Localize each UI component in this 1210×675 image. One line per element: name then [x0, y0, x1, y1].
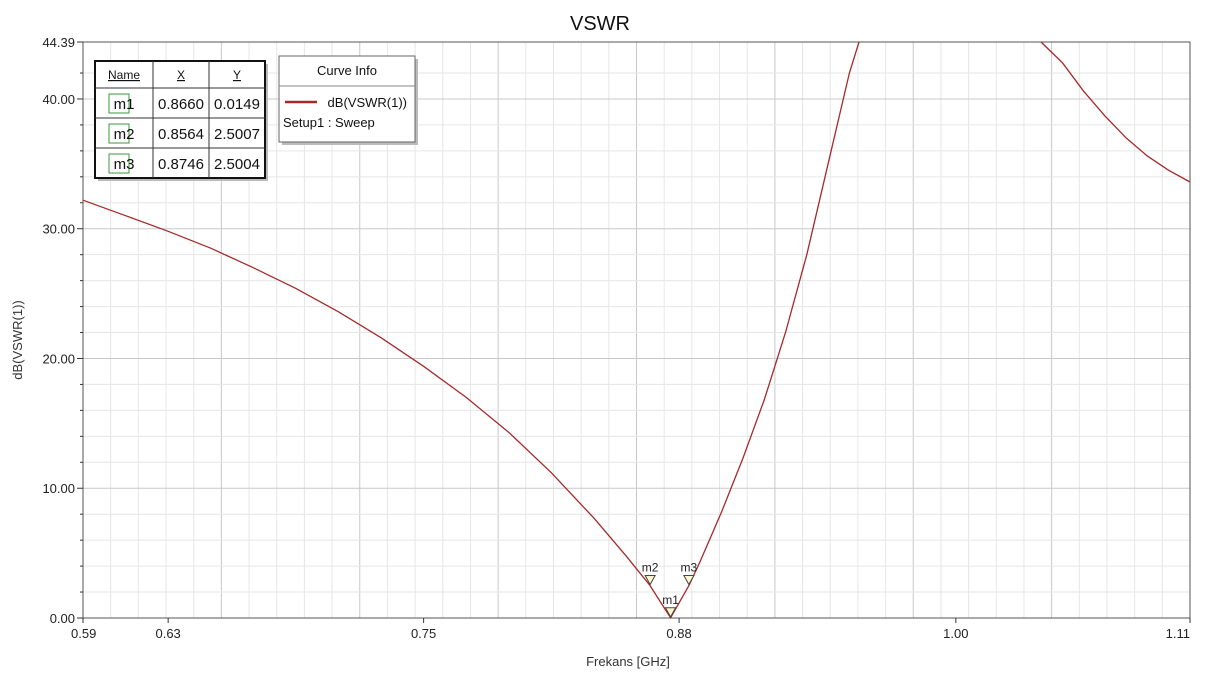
chart-title: VSWR [570, 13, 630, 35]
marker-m2[interactable] [644, 575, 656, 586]
table-cell: 0.0149 [214, 96, 260, 113]
marker-label-m1: m1 [662, 593, 679, 607]
x-axis-label: Frekans [GHz] [586, 654, 670, 669]
legend-setup: Setup1 : Sweep [283, 115, 375, 130]
table-cell: m1 [114, 96, 135, 113]
x-tick-label: 1.11 [1166, 626, 1190, 641]
x-tick-label: 0.63 [155, 626, 180, 641]
plot-area [82, 41, 1191, 619]
marker-m3[interactable] [683, 575, 695, 586]
y-tick-label: 44.39 [42, 35, 75, 50]
table-header: X [177, 68, 185, 82]
x-tick-label: 0.88 [666, 626, 691, 641]
table-header: Y [233, 68, 241, 82]
marker-table-frame [94, 60, 266, 179]
y-tick-label: 10.00 [42, 481, 75, 496]
table-cell: m2 [114, 126, 135, 143]
x-tick-label: 0.75 [411, 626, 436, 641]
marker-name-box [108, 153, 130, 174]
table-cell: 0.8746 [158, 156, 204, 173]
table-cell: 0.8660 [158, 96, 204, 113]
y-tick-label: 40.00 [42, 92, 75, 107]
table-cell: 2.5004 [214, 156, 260, 173]
axis-ticks: 0.00 10.00 20.00 30.00 40.00 44.39 0.59 0.63 0.7… [42, 35, 1191, 641]
markers-group: m1 m2 m3 [642, 561, 698, 618]
legend-entry: dB(VSWR(1)) [328, 95, 407, 110]
table-cell: 0.8564 [158, 126, 204, 143]
series-line-vswr [82, 41, 860, 620]
curve-info-frame [278, 55, 416, 143]
x-tick-label: 0.59 [71, 626, 96, 641]
curve-info-header: Curve Info [317, 63, 377, 78]
y-axis-label: dB(VSWR(1)) [10, 300, 25, 379]
x-tick-label: 1.00 [943, 626, 968, 641]
table-cell: 2.5007 [214, 126, 260, 143]
curve-info-legend[interactable]: Curve Info dB(VSWR(1)) Setup1 : Sweep [278, 55, 418, 145]
series-group [82, 41, 1191, 620]
y-tick-label: 20.00 [42, 351, 75, 366]
marker-m1[interactable] [664, 607, 677, 618]
marker-label-m2: m2 [642, 561, 659, 575]
marker-name-box [108, 123, 130, 144]
series-line-vswr [1040, 41, 1191, 183]
table-cell: m3 [114, 156, 135, 173]
marker-table[interactable]: Name X Ym1 0.8660 0.0149 m2 0.8564 2.5007 m3 0.87… [94, 60, 268, 181]
y-tick-label: 0.00 [50, 611, 75, 626]
table-header: Name [108, 68, 140, 82]
marker-name-box [108, 93, 130, 114]
marker-label-m3: m3 [681, 561, 698, 575]
y-tick-label: 30.00 [42, 222, 75, 237]
